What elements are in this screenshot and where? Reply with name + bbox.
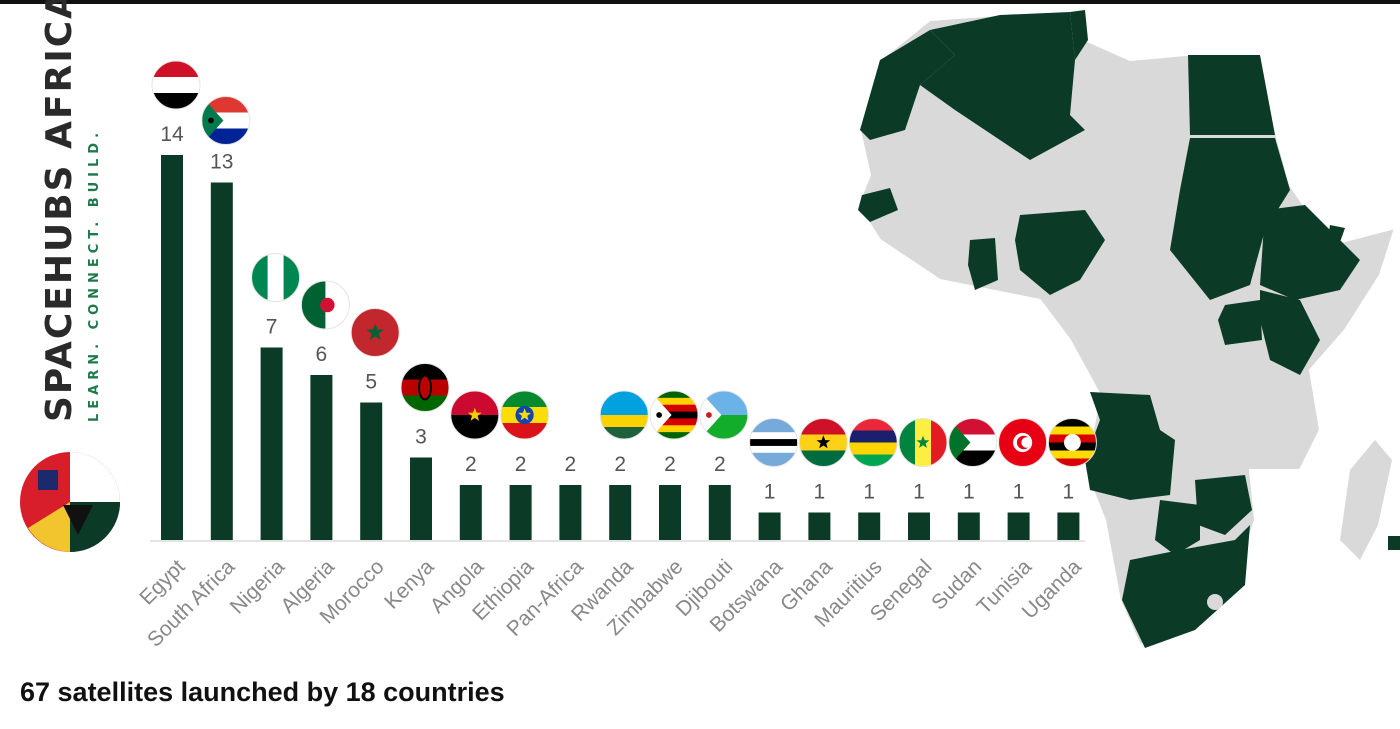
zimbabwe-region	[1195, 475, 1252, 535]
sudan-region	[1170, 138, 1290, 300]
kenya-region	[1260, 290, 1320, 375]
uganda-flag-icon	[1047, 418, 1097, 467]
angola-flag-icon	[450, 390, 500, 440]
x-tick-label: Nigeria	[226, 555, 290, 619]
madagascar	[1340, 440, 1392, 560]
data-label: 3	[415, 426, 427, 449]
ethiopia-flag-icon	[500, 390, 550, 440]
bar-ghana	[808, 512, 831, 540]
bar-angola	[459, 485, 482, 540]
botswana-region	[1155, 500, 1200, 555]
south-africa-region	[1122, 525, 1250, 648]
egypt-region	[1188, 55, 1275, 135]
bar-egypt	[161, 155, 183, 540]
rwanda-flag-icon	[599, 390, 649, 440]
bar-south-africa	[210, 182, 233, 540]
egypt-flag-icon	[151, 60, 201, 110]
spacehubs-logo-icon	[20, 452, 120, 552]
nigeria-flag-icon	[251, 253, 301, 302]
lesotho-region	[1207, 594, 1223, 610]
data-label: 5	[365, 371, 377, 394]
data-label: 1	[913, 481, 925, 504]
botswana-flag-icon	[749, 418, 799, 467]
bar-pan-africa	[559, 485, 582, 540]
algeria-flag-icon	[300, 280, 350, 330]
nigeria-region	[1015, 210, 1105, 295]
senegal-region	[858, 188, 898, 222]
bar-ethiopia	[509, 485, 532, 540]
bar-kenya	[410, 457, 432, 540]
uganda-region	[1218, 300, 1262, 345]
bar-djibouti	[708, 485, 731, 540]
bar-uganda	[1057, 512, 1080, 540]
bar-senegal	[908, 512, 930, 540]
bar-tunisia	[1007, 512, 1030, 540]
data-label: 1	[963, 481, 975, 504]
edge-mark	[1388, 536, 1400, 550]
data-label: 2	[614, 453, 626, 476]
tunisia-region	[1070, 10, 1088, 60]
sudan-flag-icon	[948, 418, 998, 467]
bar-sudan	[957, 512, 980, 540]
data-label: 2	[515, 453, 527, 476]
morocco-flag-icon	[350, 308, 400, 357]
bar-nigeria	[260, 347, 283, 540]
data-label: 1	[814, 481, 826, 504]
bar-algeria	[310, 375, 333, 540]
data-label: 14	[160, 123, 184, 146]
data-label: 6	[316, 343, 328, 366]
data-label: 2	[565, 453, 577, 476]
data-label: 13	[210, 151, 233, 174]
bar-botswana	[758, 512, 781, 540]
data-label: 2	[465, 453, 477, 476]
ghana-flag-icon	[798, 418, 848, 467]
algeria-region	[920, 12, 1085, 160]
zimbabwe-flag-icon	[649, 390, 699, 440]
morocco-region	[860, 30, 955, 140]
footer-caption: 67 satellites launched by 18 countries	[20, 677, 505, 707]
bar-rwanda	[609, 485, 632, 540]
data-label: 1	[863, 481, 875, 504]
senegal-flag-icon	[898, 418, 948, 467]
bar-morocco	[360, 402, 383, 540]
bar-mauritius	[858, 512, 881, 540]
data-label: 2	[714, 453, 726, 476]
data-label: 7	[266, 316, 278, 339]
djibouti-flag-icon	[699, 390, 749, 440]
data-label: 1	[1063, 481, 1075, 504]
ghana-region	[968, 238, 998, 290]
ethiopia-region	[1260, 205, 1360, 300]
south-africa-flag-icon	[201, 96, 251, 145]
mauritius-flag-icon	[848, 418, 898, 467]
djibouti-region	[1328, 225, 1345, 242]
data-label: 2	[664, 453, 676, 476]
angola-region	[1085, 392, 1175, 500]
data-label: 1	[764, 481, 776, 504]
tunisia-flag-icon	[998, 418, 1048, 467]
top-border	[0, 0, 1400, 4]
kenya-flag-icon	[400, 363, 450, 412]
bar-zimbabwe	[659, 485, 681, 540]
data-label: 1	[1013, 481, 1025, 504]
